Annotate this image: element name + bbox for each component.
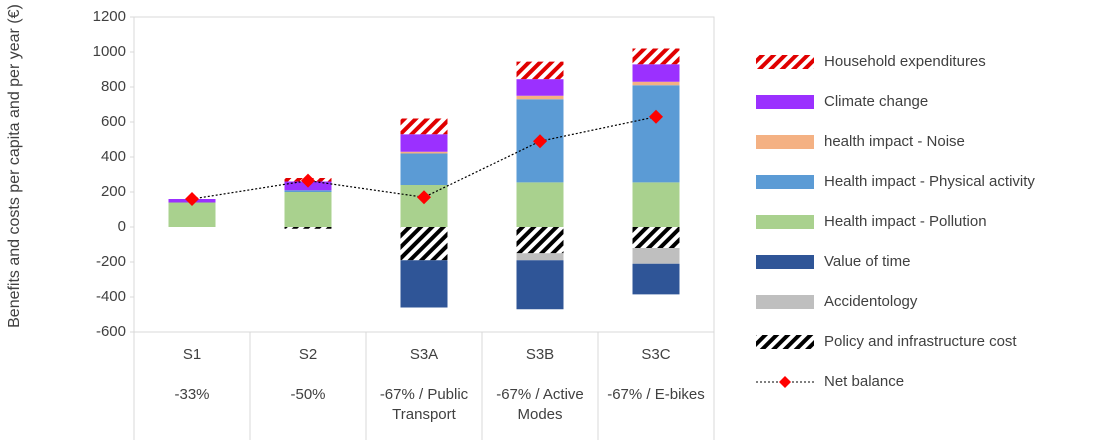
legend-swatch [756, 55, 814, 69]
legend-swatch [756, 255, 814, 269]
net-balance-marker [301, 173, 315, 188]
net-balance-marker [533, 134, 547, 149]
x-tick-sublabel: -33% [174, 386, 210, 403]
x-tick-label: S3B [525, 346, 555, 363]
y-tick-label: 0 [118, 218, 126, 235]
bar-segment [632, 227, 680, 248]
net-balance-marker [417, 190, 431, 205]
x-tick-label: S1 [182, 346, 202, 363]
legend-swatch [756, 175, 814, 189]
bar-segment [632, 182, 680, 227]
x-tick-sublabel: -67% / Active Modes [496, 386, 584, 423]
x-tick-label: S3C [641, 346, 671, 363]
bar-segment [284, 192, 332, 227]
y-tick-label: 600 [101, 113, 126, 130]
legend-label: Health impact - Pollution [824, 213, 987, 230]
bar-segment [400, 227, 448, 261]
bar-segment [400, 153, 448, 185]
y-axis-label: Benefits and costs per capita and per ye… [6, 4, 23, 328]
bar-segment [516, 79, 564, 96]
legend-swatch [756, 335, 814, 349]
bar-segment [400, 151, 448, 154]
legend-swatch [756, 215, 814, 229]
legend-swatch [756, 295, 814, 309]
bar-segment [632, 64, 680, 82]
y-tick-label: 200 [101, 183, 126, 200]
y-tick-label: -200 [96, 253, 126, 270]
legend-label: Health impact - Physical activity [824, 173, 1035, 190]
bar-segment [516, 182, 564, 227]
bar-segment [400, 134, 448, 152]
legend-label: Accidentology [824, 293, 918, 310]
x-tick-label: S3A [409, 346, 439, 363]
bar-segment [284, 190, 332, 192]
y-tick-label: 1000 [93, 43, 126, 60]
y-tick-label: 800 [101, 78, 126, 95]
legend-label: Climate change [824, 93, 929, 110]
legend-label: Household expenditures [824, 53, 986, 70]
legend-label: health impact - Noise [824, 133, 965, 150]
legend-label: Value of time [824, 253, 911, 270]
legend-swatch [756, 95, 814, 109]
y-tick-label: 400 [101, 148, 126, 165]
legend-label: Net balance [824, 373, 905, 390]
x-tick-sublabel: -50% [290, 386, 326, 403]
x-tick-sublabel: -67% / Public Transport [379, 386, 469, 423]
plot-frame [133, 16, 715, 333]
bar-segment [632, 263, 680, 295]
bar-segment [632, 48, 680, 65]
net-balance-marker [185, 192, 199, 206]
bar-segment [632, 85, 680, 183]
bar-segment [284, 227, 332, 229]
bar-segment [516, 227, 564, 254]
net-balance-marker [649, 109, 663, 124]
y-tick-label: -400 [96, 288, 126, 305]
bar-segment [516, 260, 564, 310]
y-tick-label: 1200 [93, 8, 126, 25]
bar-segment [400, 118, 448, 135]
y-tick-label: -600 [96, 323, 126, 340]
bar-segment [400, 260, 448, 308]
bar-segment [516, 253, 564, 261]
bar-segment [168, 202, 216, 227]
bar-segment [516, 95, 564, 100]
legend-marker [779, 376, 791, 388]
bar-segment [516, 61, 564, 80]
legend-swatch [756, 135, 814, 149]
bar-segment [632, 81, 680, 86]
x-tick-label: S2 [298, 346, 318, 363]
legend-label: Policy and infrastructure cost [824, 333, 1017, 350]
x-tick-sublabel: -67% / E-bikes [607, 386, 705, 403]
bar-segment [632, 248, 680, 264]
